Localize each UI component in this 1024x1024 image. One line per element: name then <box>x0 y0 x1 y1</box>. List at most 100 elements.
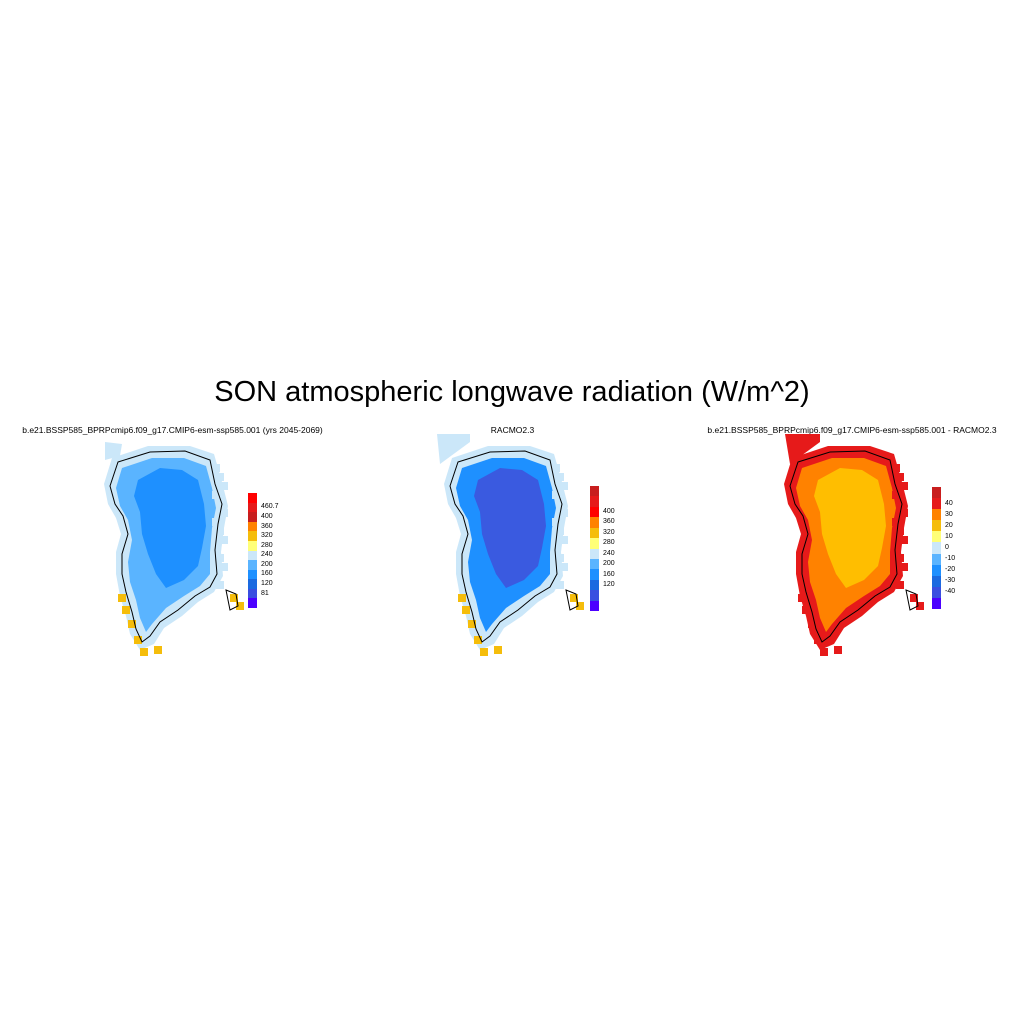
grid-cell <box>560 563 568 571</box>
grid-cell-coastal <box>458 594 466 602</box>
colorbar-label: -30 <box>945 577 956 585</box>
colorbar-swatch <box>248 569 257 580</box>
colorbar-swatch <box>932 520 941 532</box>
colorbar-swatch <box>932 575 941 588</box>
colorbar-swatch <box>248 560 257 571</box>
coastline <box>789 450 903 643</box>
grid-cell-coastal <box>916 602 924 610</box>
grid-cells-interior <box>814 468 886 588</box>
colorbar-swatch <box>932 509 941 521</box>
colorbar-swatch <box>590 548 599 560</box>
colorbar-label: 200 <box>261 560 273 568</box>
colorbar-swatch <box>590 600 599 612</box>
map-racmo <box>437 434 584 656</box>
grid-cell <box>220 536 228 544</box>
grid-cell <box>216 581 224 589</box>
colorbar-swatch <box>590 558 599 570</box>
colorbar-swatch <box>932 498 941 510</box>
grid-cell <box>212 464 220 472</box>
coastline-island <box>565 589 579 611</box>
colorbar-label: 160 <box>261 570 273 578</box>
panel-title: b.e21.BSSP585_BPRPcmip6.f09_g17.CMIP6-es… <box>22 425 323 435</box>
colorbar-swatch <box>248 550 257 561</box>
colorbar-swatch <box>248 521 257 532</box>
colorbar-swatch <box>590 527 599 539</box>
grid-cell <box>216 527 224 535</box>
colorbar-swatch <box>590 579 599 591</box>
grid-cell-coastal <box>230 594 238 602</box>
colorbar-label: 20 <box>945 521 953 529</box>
grid-cell <box>212 491 220 499</box>
grid-cell <box>220 509 228 517</box>
colorbar-label: -10 <box>945 555 956 563</box>
grid-cell-coastal <box>814 636 822 644</box>
colorbar-swatch <box>932 531 941 543</box>
grid-cell <box>212 518 220 526</box>
grid-cell <box>216 500 224 508</box>
colorbar-label: 400 <box>261 512 273 520</box>
grid-cell <box>900 509 908 517</box>
colorbar-label: 360 <box>261 522 273 530</box>
grid-cell <box>556 527 564 535</box>
grid-cells-interior <box>474 468 546 588</box>
figure-title: SON atmospheric longwave radiation (W/m^… <box>214 376 810 408</box>
grid-cell-coastal <box>576 602 584 610</box>
colorbar-label: 360 <box>603 518 615 526</box>
grid-cell <box>556 554 564 562</box>
grid-cell-coastal <box>118 594 126 602</box>
grid-cell <box>552 464 560 472</box>
colorbar-swatch <box>248 531 257 542</box>
colorbar-swatch <box>248 512 257 523</box>
grid-cell <box>892 464 900 472</box>
grid-cell-coastal <box>910 594 918 602</box>
grid-cell <box>896 554 904 562</box>
grid-cell <box>556 473 564 481</box>
colorbar-label: 460.7 <box>261 503 279 511</box>
grid-cell-coastal <box>570 594 578 602</box>
coastline <box>109 450 223 643</box>
colorbar-label: 280 <box>261 541 273 549</box>
grid-cell-coastal <box>468 620 476 628</box>
grid-cell-coastal <box>134 636 142 644</box>
grid-cell <box>560 482 568 490</box>
panel-racmo: RACMO2.3 400 360 320 280 240 200 160 120 <box>345 424 680 674</box>
colorbar-difference: 40 30 20 10 0 -10 -20 -30 -40 <box>932 487 977 610</box>
colorbar-swatch <box>932 542 941 555</box>
colorbar-swatch <box>248 540 257 551</box>
colorbar-swatch <box>932 586 941 599</box>
colorbar-swatch <box>248 493 257 504</box>
grid-cell <box>216 473 224 481</box>
grid-cell-coastal <box>820 648 828 656</box>
grid-cells-interior <box>134 468 206 588</box>
colorbar-label: 0 <box>945 544 949 551</box>
colorbar-swatch <box>590 506 599 518</box>
grid-cell <box>556 581 564 589</box>
colorbar-swatch <box>590 569 599 581</box>
panel-title: RACMO2.3 <box>490 425 535 435</box>
coastline-island <box>905 589 919 611</box>
colorbar-label: 240 <box>261 551 273 559</box>
grid-cell <box>900 563 908 571</box>
grid-cell <box>900 482 908 490</box>
colorbar-swatch <box>248 502 257 513</box>
grid-cell <box>220 482 228 490</box>
map-difference <box>784 434 924 656</box>
grid-cell <box>560 509 568 517</box>
grid-cell <box>552 545 560 553</box>
grid-cell-coastal <box>808 620 816 628</box>
colorbar-label: 240 <box>603 549 615 557</box>
grid-cell <box>896 581 904 589</box>
coastline-island <box>225 589 239 611</box>
grid-cell-coastal <box>122 606 130 614</box>
colorbar-swatch <box>590 538 599 549</box>
grid-cell-coastal <box>128 620 136 628</box>
colorbar-label: 280 <box>603 539 615 547</box>
grid-cells-north <box>105 442 122 460</box>
grid-cell <box>552 491 560 499</box>
colorbar-label: -20 <box>945 566 956 574</box>
grid-cell <box>896 527 904 535</box>
colorbar-label: 40 <box>945 499 953 507</box>
colorbar-swatch <box>932 597 941 610</box>
colorbar-label: 30 <box>945 510 953 518</box>
coastline <box>449 450 563 643</box>
